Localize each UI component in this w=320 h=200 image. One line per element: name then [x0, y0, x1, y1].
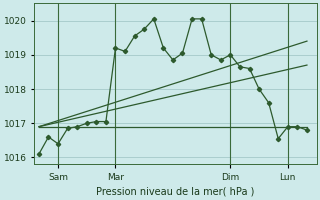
- X-axis label: Pression niveau de la mer( hPa ): Pression niveau de la mer( hPa ): [96, 187, 254, 197]
